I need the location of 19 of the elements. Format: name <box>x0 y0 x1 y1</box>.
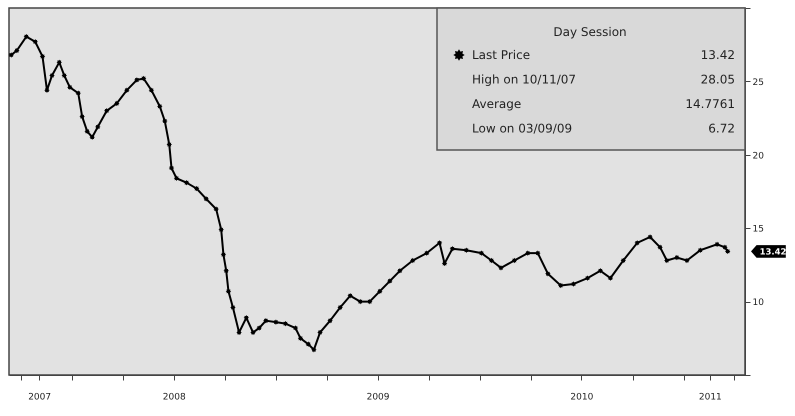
legend-label: Last Price <box>472 48 530 62</box>
x-tick-label: 2007 <box>28 392 52 402</box>
y-tick-label: 20 <box>752 151 764 162</box>
x-tick-label: 2010 <box>570 392 594 402</box>
annotation: High on 10/11/07 <box>472 72 576 86</box>
legend-title: Day Session <box>553 25 627 39</box>
annotation: Low on 03/09/09 <box>472 122 572 136</box>
text: 13.42 <box>760 247 787 258</box>
annotation: 6.72 <box>708 122 735 136</box>
x-tick-label: 2008 <box>162 392 186 402</box>
annotation: Average <box>472 97 522 111</box>
annotation: 13.42 <box>700 48 735 62</box>
x-tick-label: 2009 <box>366 392 390 402</box>
y-tick-label: 10 <box>752 298 764 308</box>
annotation: 14.7761 <box>685 97 735 111</box>
x-tick-label: 2011 <box>698 392 722 402</box>
annotation: 28.05 <box>700 72 735 86</box>
y-tick-label: 15 <box>752 224 764 235</box>
y-tick-label: 25 <box>752 78 764 88</box>
